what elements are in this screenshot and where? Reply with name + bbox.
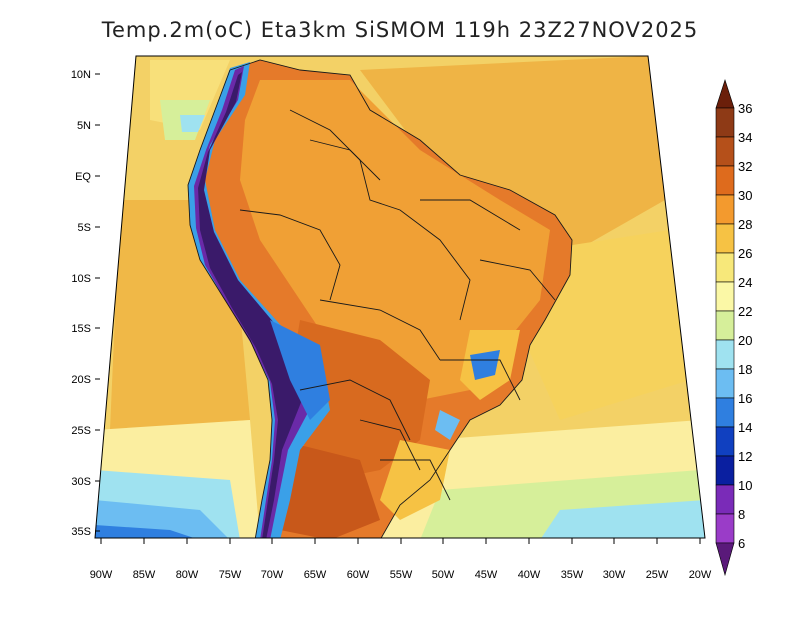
lat-label: 30S bbox=[71, 476, 91, 488]
lon-label: 90W bbox=[90, 569, 113, 581]
colorbar-swatch bbox=[715, 339, 735, 370]
colorbar-label: 16 bbox=[738, 391, 752, 406]
map-title: Temp.2m(oC) Eta3km SiSMOM 119h 23Z27NOV2… bbox=[101, 18, 699, 42]
colorbar-swatch bbox=[715, 513, 735, 544]
ocean-southeast-cyan bbox=[540, 500, 705, 538]
lat-label: EQ bbox=[75, 171, 91, 183]
colorbar-bottom-arrow bbox=[715, 542, 735, 577]
minas-highlands bbox=[470, 350, 500, 380]
colorbar-swatch bbox=[715, 107, 735, 138]
lat-label: 25S bbox=[71, 425, 91, 437]
colorbar-label: 34 bbox=[738, 130, 752, 145]
colorbar-label: 32 bbox=[738, 159, 752, 174]
colorbar-label: 20 bbox=[738, 333, 752, 348]
map-frame bbox=[94, 55, 706, 539]
south-america-hot-core bbox=[290, 320, 430, 480]
south-america-interior-warm bbox=[240, 80, 550, 400]
colorbar-swatch bbox=[715, 136, 735, 167]
colorbar-label: 14 bbox=[738, 420, 752, 435]
lon-label: 40W bbox=[518, 569, 541, 581]
longitude-axis: 90W 85W 80W 75W 70W 65W 60W 55W 50W 45W … bbox=[90, 538, 712, 581]
colorbar-swatch bbox=[715, 165, 735, 196]
colorbar-top-arrow bbox=[715, 79, 735, 109]
colorbar-swatch bbox=[715, 484, 735, 515]
colorbar-label: 26 bbox=[738, 246, 752, 261]
atlantic-coast-blue bbox=[435, 410, 460, 440]
latitude-axis: 10N 5N EQ 5S 10S 15S 20S 25S 30S 35S bbox=[71, 69, 100, 538]
lon-label: 55W bbox=[390, 569, 413, 581]
colorbar-swatch bbox=[715, 368, 735, 399]
lon-label: 20W bbox=[689, 569, 712, 581]
andes-peak bbox=[198, 72, 302, 538]
colorbar-label: 24 bbox=[738, 275, 752, 290]
colorbar-label: 8 bbox=[738, 507, 745, 522]
lat-label: 20S bbox=[71, 374, 91, 386]
lat-label: 35S bbox=[71, 526, 91, 538]
lat-label: 15S bbox=[71, 323, 91, 335]
ocean-east-warm bbox=[360, 56, 665, 260]
colorbar-label: 6 bbox=[738, 536, 745, 551]
colorbar-swatch bbox=[715, 310, 735, 341]
lon-label: 25W bbox=[646, 569, 669, 581]
lon-label: 75W bbox=[219, 569, 242, 581]
lon-label: 45W bbox=[475, 569, 498, 581]
colorbar-label: 22 bbox=[738, 304, 752, 319]
colorbar-swatch bbox=[715, 223, 735, 254]
colorbar-label: 10 bbox=[738, 478, 752, 493]
lon-label: 70W bbox=[261, 569, 284, 581]
colorbar-label: 30 bbox=[738, 188, 752, 203]
lon-label: 85W bbox=[133, 569, 156, 581]
colorbar-swatch bbox=[715, 252, 735, 283]
colorbar-swatch bbox=[715, 281, 735, 312]
pacific-cyan-patch bbox=[180, 115, 205, 132]
bolivian-altiplano bbox=[270, 320, 330, 420]
south-america-south-hot bbox=[280, 440, 380, 538]
colorbar-swatch bbox=[715, 397, 735, 428]
lon-label: 35W bbox=[561, 569, 584, 581]
ocean-southwest-deepblue bbox=[95, 525, 200, 538]
lat-label: 10N bbox=[71, 69, 91, 81]
lat-label: 5S bbox=[78, 222, 91, 234]
lat-label: 10S bbox=[71, 273, 91, 285]
lon-label: 60W bbox=[347, 569, 370, 581]
lon-label: 30W bbox=[603, 569, 626, 581]
lon-label: 65W bbox=[304, 569, 327, 581]
colorbar-swatch bbox=[715, 426, 735, 457]
colorbar: 36 34 32 30 28 26 24 22 20 18 16 14 12 1… bbox=[715, 79, 752, 577]
colorbar-swatch bbox=[715, 194, 735, 225]
lon-label: 80W bbox=[176, 569, 199, 581]
colorbar-label: 36 bbox=[738, 101, 752, 116]
country-borders bbox=[187, 59, 573, 538]
colorbar-label: 28 bbox=[738, 217, 752, 232]
lon-label: 50W bbox=[432, 569, 455, 581]
colorbar-label: 12 bbox=[738, 449, 752, 464]
colorbar-label: 18 bbox=[738, 362, 752, 377]
lat-label: 5N bbox=[77, 120, 91, 132]
colorbar-swatch bbox=[715, 455, 735, 486]
